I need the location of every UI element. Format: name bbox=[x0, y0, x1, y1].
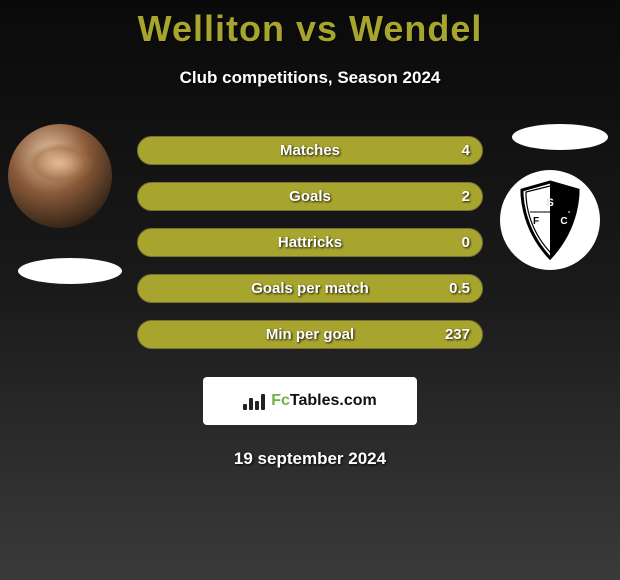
stat-value: 2 bbox=[462, 188, 470, 205]
stat-bar: Matches4 bbox=[137, 136, 483, 165]
stat-bar: Min per goal237 bbox=[137, 320, 483, 349]
stat-bar: Hattricks0 bbox=[137, 228, 483, 257]
stat-value: 0 bbox=[462, 234, 470, 251]
logo-suffix: Tables.com bbox=[290, 392, 377, 409]
shield-icon: S S F C bbox=[516, 180, 584, 260]
subtitle: Club competitions, Season 2024 bbox=[0, 68, 620, 88]
stat-bar: Goals2 bbox=[137, 182, 483, 211]
logo-prefix: Fc bbox=[271, 392, 290, 409]
svg-text:C: C bbox=[560, 216, 567, 227]
stat-value: 0.5 bbox=[449, 280, 470, 297]
stat-label: Min per goal bbox=[138, 326, 482, 343]
player-left-avatar bbox=[8, 124, 112, 228]
logo-text: FcTables.com bbox=[271, 392, 377, 410]
bar-chart-icon bbox=[243, 392, 265, 410]
stat-label: Matches bbox=[138, 142, 482, 159]
player-right-top-ellipse bbox=[512, 124, 608, 150]
player-right-club-badge: S S F C bbox=[500, 170, 600, 270]
page-title: Welliton vs Wendel bbox=[0, 0, 620, 50]
date-text: 19 september 2024 bbox=[0, 449, 620, 469]
stat-bar: Goals per match0.5 bbox=[137, 274, 483, 303]
fctables-logo: FcTables.com bbox=[203, 377, 417, 425]
svg-text:F: F bbox=[533, 216, 539, 227]
infographic-container: Welliton vs Wendel Club competitions, Se… bbox=[0, 0, 620, 469]
stats-block: Matches4Goals2Hattricks0Goals per match0… bbox=[137, 136, 483, 349]
svg-text:S: S bbox=[547, 197, 554, 209]
stat-label: Hattricks bbox=[138, 234, 482, 251]
stat-value: 4 bbox=[462, 142, 470, 159]
stat-label: Goals per match bbox=[138, 280, 482, 297]
stat-value: 237 bbox=[445, 326, 470, 343]
player-left-badge-ellipse bbox=[18, 258, 122, 284]
stat-label: Goals bbox=[138, 188, 482, 205]
